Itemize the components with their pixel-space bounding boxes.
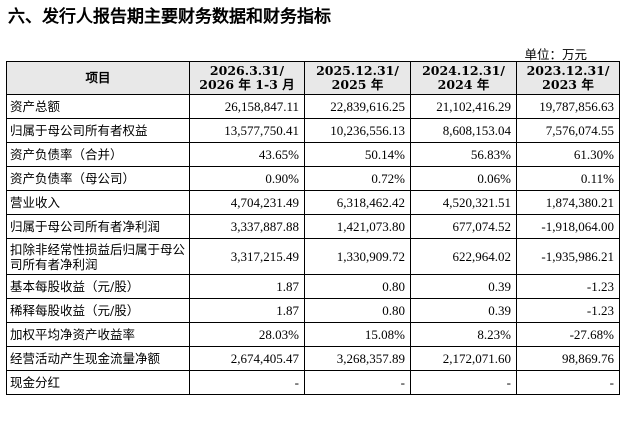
row-label: 资产总额 [6,94,190,119]
financial-data-table: 项目 2026.3.31/ 2026 年 1-3 月 2025.12.31/ 2… [6,61,620,395]
row-value: 2,172,071.60 [410,346,517,371]
row-value: 3,268,357.89 [304,346,411,371]
table-row: 扣除非经常性损益后归属于母公司所有者净利润 3,317,215.49 1,330,9… [6,238,620,275]
row-value: 3,317,215.49 [189,238,305,275]
header-2023: 2023.12.31/ 2023 年 [516,61,620,95]
header-line2: 2025 年 [331,77,384,92]
row-value: 22,839,616.25 [304,94,411,119]
row-value: 43.65% [189,142,305,167]
header-line1: 2024.12.31/ [422,63,505,78]
header-line1: 2023.12.31/ [526,63,610,78]
row-value: 21,102,416.29 [410,94,517,119]
row-value: 4,520,321.51 [410,190,517,215]
table-row: 归属于母公司所有者净利润 3,337,887.88 1,421,073.80 677,… [6,214,620,239]
header-2026q1: 2026.3.31/ 2026 年 1-3 月 [189,61,305,95]
row-value: -1,918,064.00 [516,214,620,239]
header-2024: 2024.12.31/ 2024 年 [410,61,517,95]
row-value: 6,318,462.42 [304,190,411,215]
header-item: 项目 [6,61,190,95]
row-value: -27.68% [516,322,620,347]
unit-label: 单位：万元 [524,47,587,62]
row-value: 15.08% [304,322,411,347]
row-label: 营业收入 [6,190,190,215]
table-header-row: 项目 2026.3.31/ 2026 年 1-3 月 2025.12.31/ 2… [6,61,620,95]
row-value: 3,337,887.88 [189,214,305,239]
row-label: 扣除非经常性损益后归属于母公司所有者净利润 [6,238,190,275]
table-row: 基本每股收益（元/股） 1.87 0.80 0.39 -1.23 [6,274,620,299]
table-row: 加权平均净资产收益率 28.03% 15.08% 8.23% -27.68% [6,322,620,347]
row-value: 622,964.02 [410,238,517,275]
section-title: 六、发行人报告期主要财务数据和财务指标 [8,7,331,27]
header-line1: 2026.3.31/ [209,63,285,78]
row-value: 677,074.52 [410,214,517,239]
row-value: 98,869.76 [516,346,620,371]
row-value: 61.30% [516,142,620,167]
row-label: 加权平均净资产收益率 [6,322,190,347]
row-value: 0.90% [189,166,305,191]
row-label: 归属于母公司所有者权益 [6,118,190,143]
table-row: 稀释每股收益（元/股） 1.87 0.80 0.39 -1.23 [6,298,620,323]
row-value: 26,158,847.11 [189,94,305,119]
row-value: -1.23 [516,274,620,299]
row-value: - [410,370,517,395]
row-value: 4,704,231.49 [189,190,305,215]
row-value: 1.87 [189,298,305,323]
table-row: 现金分红 - - - - [6,370,620,395]
row-value: 0.72% [304,166,411,191]
row-value: 0.06% [410,166,517,191]
row-label: 资产负债率（母公司） [6,166,190,191]
header-line1: 2025.12.31/ [316,63,399,78]
header-2025: 2025.12.31/ 2025 年 [304,61,411,95]
row-value: 0.11% [516,166,620,191]
row-label: 资产负债率（合并） [6,142,190,167]
row-value: - [304,370,411,395]
table-row: 资产负债率（合并） 43.65% 50.14% 56.83% 61.30% [6,142,620,167]
row-value: 1,421,073.80 [304,214,411,239]
row-value: 7,576,074.55 [516,118,620,143]
row-value: 2,674,405.47 [189,346,305,371]
row-value: 56.83% [410,142,517,167]
row-value: - [516,370,620,395]
header-line2: 2024 年 [437,77,490,92]
row-value: 1.87 [189,274,305,299]
row-value: 0.80 [304,274,411,299]
table-row: 资产负债率（母公司） 0.90% 0.72% 0.06% 0.11% [6,166,620,191]
row-value: 0.39 [410,298,517,323]
row-value: 0.80 [304,298,411,323]
row-label: 经营活动产生现金流量净额 [6,346,190,371]
row-value: 10,236,556.13 [304,118,411,143]
table-row: 资产总额 26,158,847.11 22,839,616.25 21,102,416… [6,94,620,119]
table-row: 归属于母公司所有者权益 13,577,750.41 10,236,556.13 8,6… [6,118,620,143]
row-value: 13,577,750.41 [189,118,305,143]
row-label: 归属于母公司所有者净利润 [6,214,190,239]
row-label: 稀释每股收益（元/股） [6,298,190,323]
row-value: -1.23 [516,298,620,323]
row-value: 50.14% [304,142,411,167]
row-value: - [189,370,305,395]
header-line2: 2023 年 [542,77,594,92]
row-label: 基本每股收益（元/股） [6,274,190,299]
row-value: 8,608,153.04 [410,118,517,143]
header-line1: 项目 [85,70,111,85]
row-value: 0.39 [410,274,517,299]
row-value: 8.23% [410,322,517,347]
header-line2: 2026 年 1-3 月 [199,77,295,92]
row-value: 1,330,909.72 [304,238,411,275]
row-value: -1,935,986.21 [516,238,620,275]
row-value: 19,787,856.63 [516,94,620,119]
table-row: 经营活动产生现金流量净额 2,674,405.47 3,268,357.89 2,17… [6,346,620,371]
row-value: 1,874,380.21 [516,190,620,215]
row-label: 现金分红 [6,370,190,395]
table-row: 营业收入 4,704,231.49 6,318,462.42 4,520,321.51… [6,190,620,215]
row-value: 28.03% [189,322,305,347]
